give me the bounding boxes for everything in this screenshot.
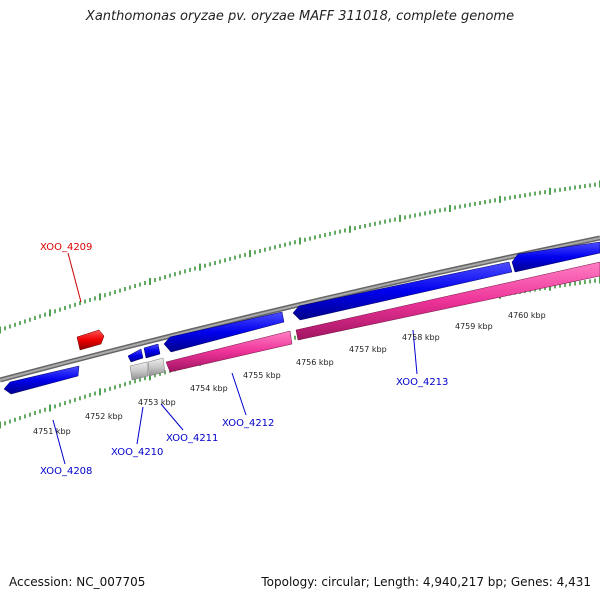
gene-xoo-4211[interactable] — [143, 343, 161, 359]
scale-label: 4755 kbp — [243, 371, 281, 380]
scale-label: 4752 kbp — [85, 412, 123, 421]
gene-xoo-4212[interactable] — [163, 311, 285, 353]
scale-label-group: 4751 kbp 4752 kbp 4753 kbp 4754 kbp 4755… — [33, 311, 546, 436]
label-xoo-4211[interactable]: XOO_4211 — [166, 433, 218, 444]
scale-label: 4754 kbp — [190, 384, 228, 393]
backbone — [0, 235, 600, 383]
reverse-strand-genes — [165, 261, 600, 373]
accession-text: Accession: NC_007705 — [9, 575, 146, 589]
scale-label: 4759 kbp — [455, 322, 493, 331]
genome-title: Xanthomonas oryzae pv. oryzae MAFF 31101… — [85, 9, 515, 24]
scale-label: 4753 kbp — [138, 398, 176, 407]
gene-xoo-4208[interactable] — [3, 365, 80, 395]
outer-tick-ring — [0, 180, 600, 334]
grey-gene-1[interactable] — [129, 361, 149, 381]
scale-label: 4758 kbp — [402, 333, 440, 342]
gene-reverse-2[interactable] — [295, 261, 600, 341]
scale-label: 4751 kbp — [33, 427, 71, 436]
gene-next-forward[interactable] — [511, 241, 600, 273]
label-xoo-4212[interactable]: XOO_4212 — [222, 418, 274, 429]
gene-reverse-1[interactable] — [165, 330, 293, 373]
label-xoo-4210[interactable]: XOO_4210 — [111, 447, 163, 458]
leader-lines — [52, 252, 418, 465]
gene-label-group: XOO_4209 XOO_4208 XOO_4210 XOO_4211 XOO_… — [40, 242, 448, 477]
gene-xoo-4213[interactable] — [292, 261, 513, 321]
forward-strand-genes — [3, 241, 600, 395]
scale-label: 4757 kbp — [349, 345, 387, 354]
gene-xoo-4209[interactable] — [76, 329, 105, 351]
label-xoo-4209[interactable]: XOO_4209 — [40, 242, 92, 253]
grey-genes — [129, 357, 166, 381]
scale-label: 4760 kbp — [508, 311, 546, 320]
grey-gene-2[interactable] — [147, 357, 166, 377]
label-xoo-4208[interactable]: XOO_4208 — [40, 466, 92, 477]
gene-xoo-4210[interactable] — [127, 348, 144, 363]
scale-label: 4756 kbp — [296, 358, 334, 367]
label-xoo-4213[interactable]: XOO_4213 — [396, 377, 448, 388]
genome-summary-text: Topology: circular; Length: 4,940,217 bp… — [261, 575, 591, 589]
